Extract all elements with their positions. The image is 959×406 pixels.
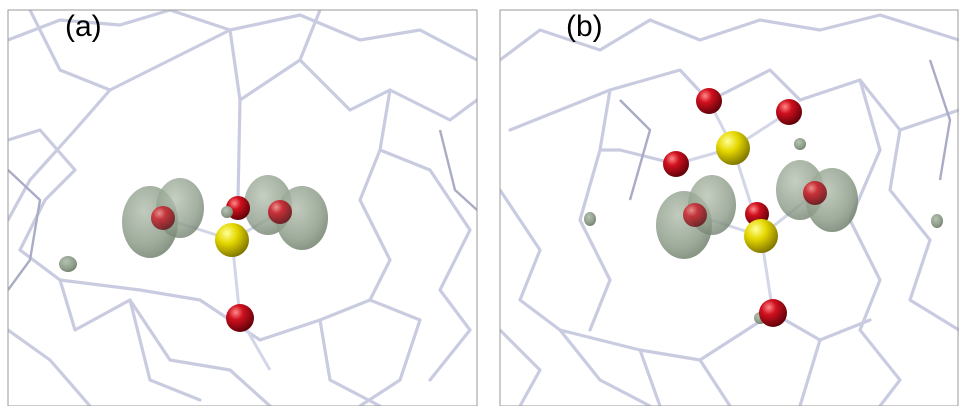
panel-a [8,10,477,406]
panel-b [500,15,959,406]
figure: (a) (b) [0,0,959,406]
panel-label: (b) [566,10,603,43]
panel-label: (a) [65,10,102,43]
page: (a) (b) (() => { const data = JSON.parse… [0,0,959,406]
